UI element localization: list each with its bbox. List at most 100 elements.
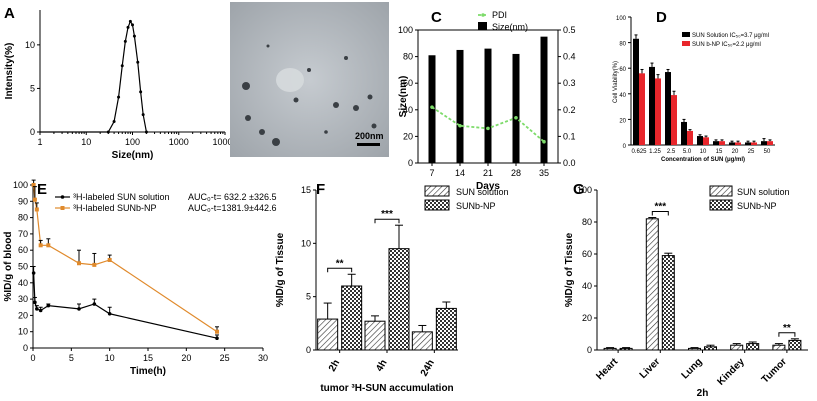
data-point — [92, 262, 97, 267]
bar-size — [456, 49, 464, 164]
panel-label-c: C — [431, 9, 442, 26]
bar-sun-bnp — [687, 130, 693, 145]
scalebar-label: 200nm — [355, 131, 384, 141]
bar-sun-bnp — [746, 343, 760, 351]
bar-sun-bnp — [639, 73, 645, 145]
y-tick-label: 100 — [13, 180, 28, 190]
significance-bracket — [651, 211, 669, 216]
bar-sun-solution — [649, 66, 655, 145]
legend-label-bnp: SUNb-NP — [737, 201, 777, 211]
bar-sun-bnp — [619, 347, 633, 351]
bar-sun-solution — [317, 318, 339, 351]
y-tick-label: 0 — [587, 345, 592, 355]
x-axis-label: 2h — [697, 388, 709, 399]
y-tick-label: 10 — [301, 238, 311, 248]
legend-auc: AUC₀-t=1381.9±442.6 — [188, 203, 276, 213]
y-tick-label: 100 — [616, 16, 627, 22]
y-tick-label: 10 — [18, 327, 28, 337]
x-tick-label: 2.5 — [667, 149, 676, 155]
y-axis-label: %ID/g of Tissue — [275, 232, 286, 307]
chart-panel-c: 0 20 40 60 80 100 0.0 0.1 0.2 0.3 0.4 0.5 Size(nm) 7 1… — [398, 10, 576, 192]
x-tick-label: 14 — [455, 168, 465, 178]
legend-swatch-solution — [424, 185, 450, 197]
y-tick-label: 80 — [18, 213, 28, 223]
x-tick-label: Lung — [680, 356, 705, 381]
y2-tick-label: 0.2 — [563, 105, 576, 115]
bar-sun-bnp — [655, 78, 661, 145]
y-axis-label: %ID/g of Tissue — [564, 232, 575, 307]
data-point — [92, 302, 97, 306]
x-tick-label: 7 — [429, 168, 434, 178]
y-tick-label: 0 — [30, 127, 35, 137]
bar-sun-solution — [633, 38, 639, 146]
x-tick-label: 30 — [258, 353, 268, 363]
legend-label-solution: SUN solution — [456, 187, 509, 197]
tem-highlight — [276, 68, 304, 92]
y-tick-label: 80 — [403, 52, 413, 62]
data-point — [107, 257, 112, 262]
axes — [596, 190, 808, 351]
y-tick-label: 5 — [30, 83, 35, 93]
bar-sun-bnp — [341, 285, 363, 351]
bar-sun-solution — [688, 347, 701, 351]
bar-sun-solution — [665, 72, 671, 145]
x-axis-label: Concentration of SUN (μg/ml) — [661, 157, 745, 163]
bar-sun-solution — [681, 121, 687, 145]
bar-sun-bnp — [388, 248, 410, 351]
data-point — [126, 25, 130, 29]
pdi-point — [430, 105, 434, 109]
x-tick-label: 10 — [105, 353, 115, 363]
y-axis-label: Size(nm) — [398, 76, 409, 118]
x-tick-label: 0 — [30, 353, 35, 363]
bar-size — [484, 48, 492, 164]
data-point — [215, 329, 219, 334]
y-tick-label: 60 — [619, 67, 626, 73]
legend-swatch-bnp — [709, 199, 733, 211]
panel-label-a: A — [4, 5, 15, 22]
y-tick-label: 40 — [18, 278, 28, 288]
x-tick-label: 2h — [327, 358, 342, 374]
x-tick-label: 0.625 — [631, 149, 647, 155]
bar-sun-bnp — [751, 142, 757, 145]
x-axis-label: Days — [476, 181, 500, 192]
bar-sun-solution — [772, 344, 786, 351]
y-axis-label: Cell Viability(%) — [613, 61, 619, 103]
bar-sun-solution — [697, 136, 703, 145]
pdi-point — [514, 115, 518, 120]
x-tick-label: Kindey — [715, 356, 747, 388]
data-point — [139, 90, 143, 94]
data-point — [132, 34, 136, 38]
tem-image — [230, 2, 389, 157]
x-axis-label: tumor ³H-SUN accumulation — [320, 383, 453, 394]
x-axis-label: Time(h) — [130, 366, 166, 377]
significance-bracket — [327, 267, 353, 273]
x-axis-label: Size(nm) — [112, 150, 154, 161]
x-tick-label: 21 — [483, 168, 493, 178]
y-tick-label: 20 — [18, 310, 28, 320]
y-tick-label: 0 — [623, 144, 627, 150]
significance-label: *** — [381, 209, 393, 220]
data-point — [144, 130, 148, 134]
y-tick-label: 0 — [408, 158, 413, 168]
bar-sun-bnp — [719, 141, 725, 145]
bar-sun-bnp — [661, 255, 675, 351]
y-axis-label: %ID/g of blood — [3, 232, 14, 302]
panel-label-f: F — [316, 181, 325, 198]
x-tick-label: 24h — [419, 358, 437, 378]
bar-sun-solution — [729, 142, 735, 145]
x-tick-label: 5.0 — [683, 149, 692, 155]
panel-label-g: G — [573, 181, 585, 198]
data-point — [34, 207, 39, 212]
legend-swatch-solution — [682, 32, 690, 37]
y-tick-label: 100 — [398, 25, 413, 35]
legend-swatch-bnp — [682, 41, 690, 46]
data-point — [112, 120, 116, 124]
bar-sun-bnp — [704, 346, 717, 351]
legend-label-pdi: PDI — [492, 10, 507, 20]
x-tick-label: 35 — [539, 168, 549, 178]
y-tick-label: 50 — [18, 262, 28, 272]
y-axis-label: Intensity(%) — [4, 43, 15, 100]
bar-size — [540, 36, 548, 163]
x-tick-label: 10 — [700, 149, 707, 155]
y-tick-label: 20 — [403, 131, 413, 141]
